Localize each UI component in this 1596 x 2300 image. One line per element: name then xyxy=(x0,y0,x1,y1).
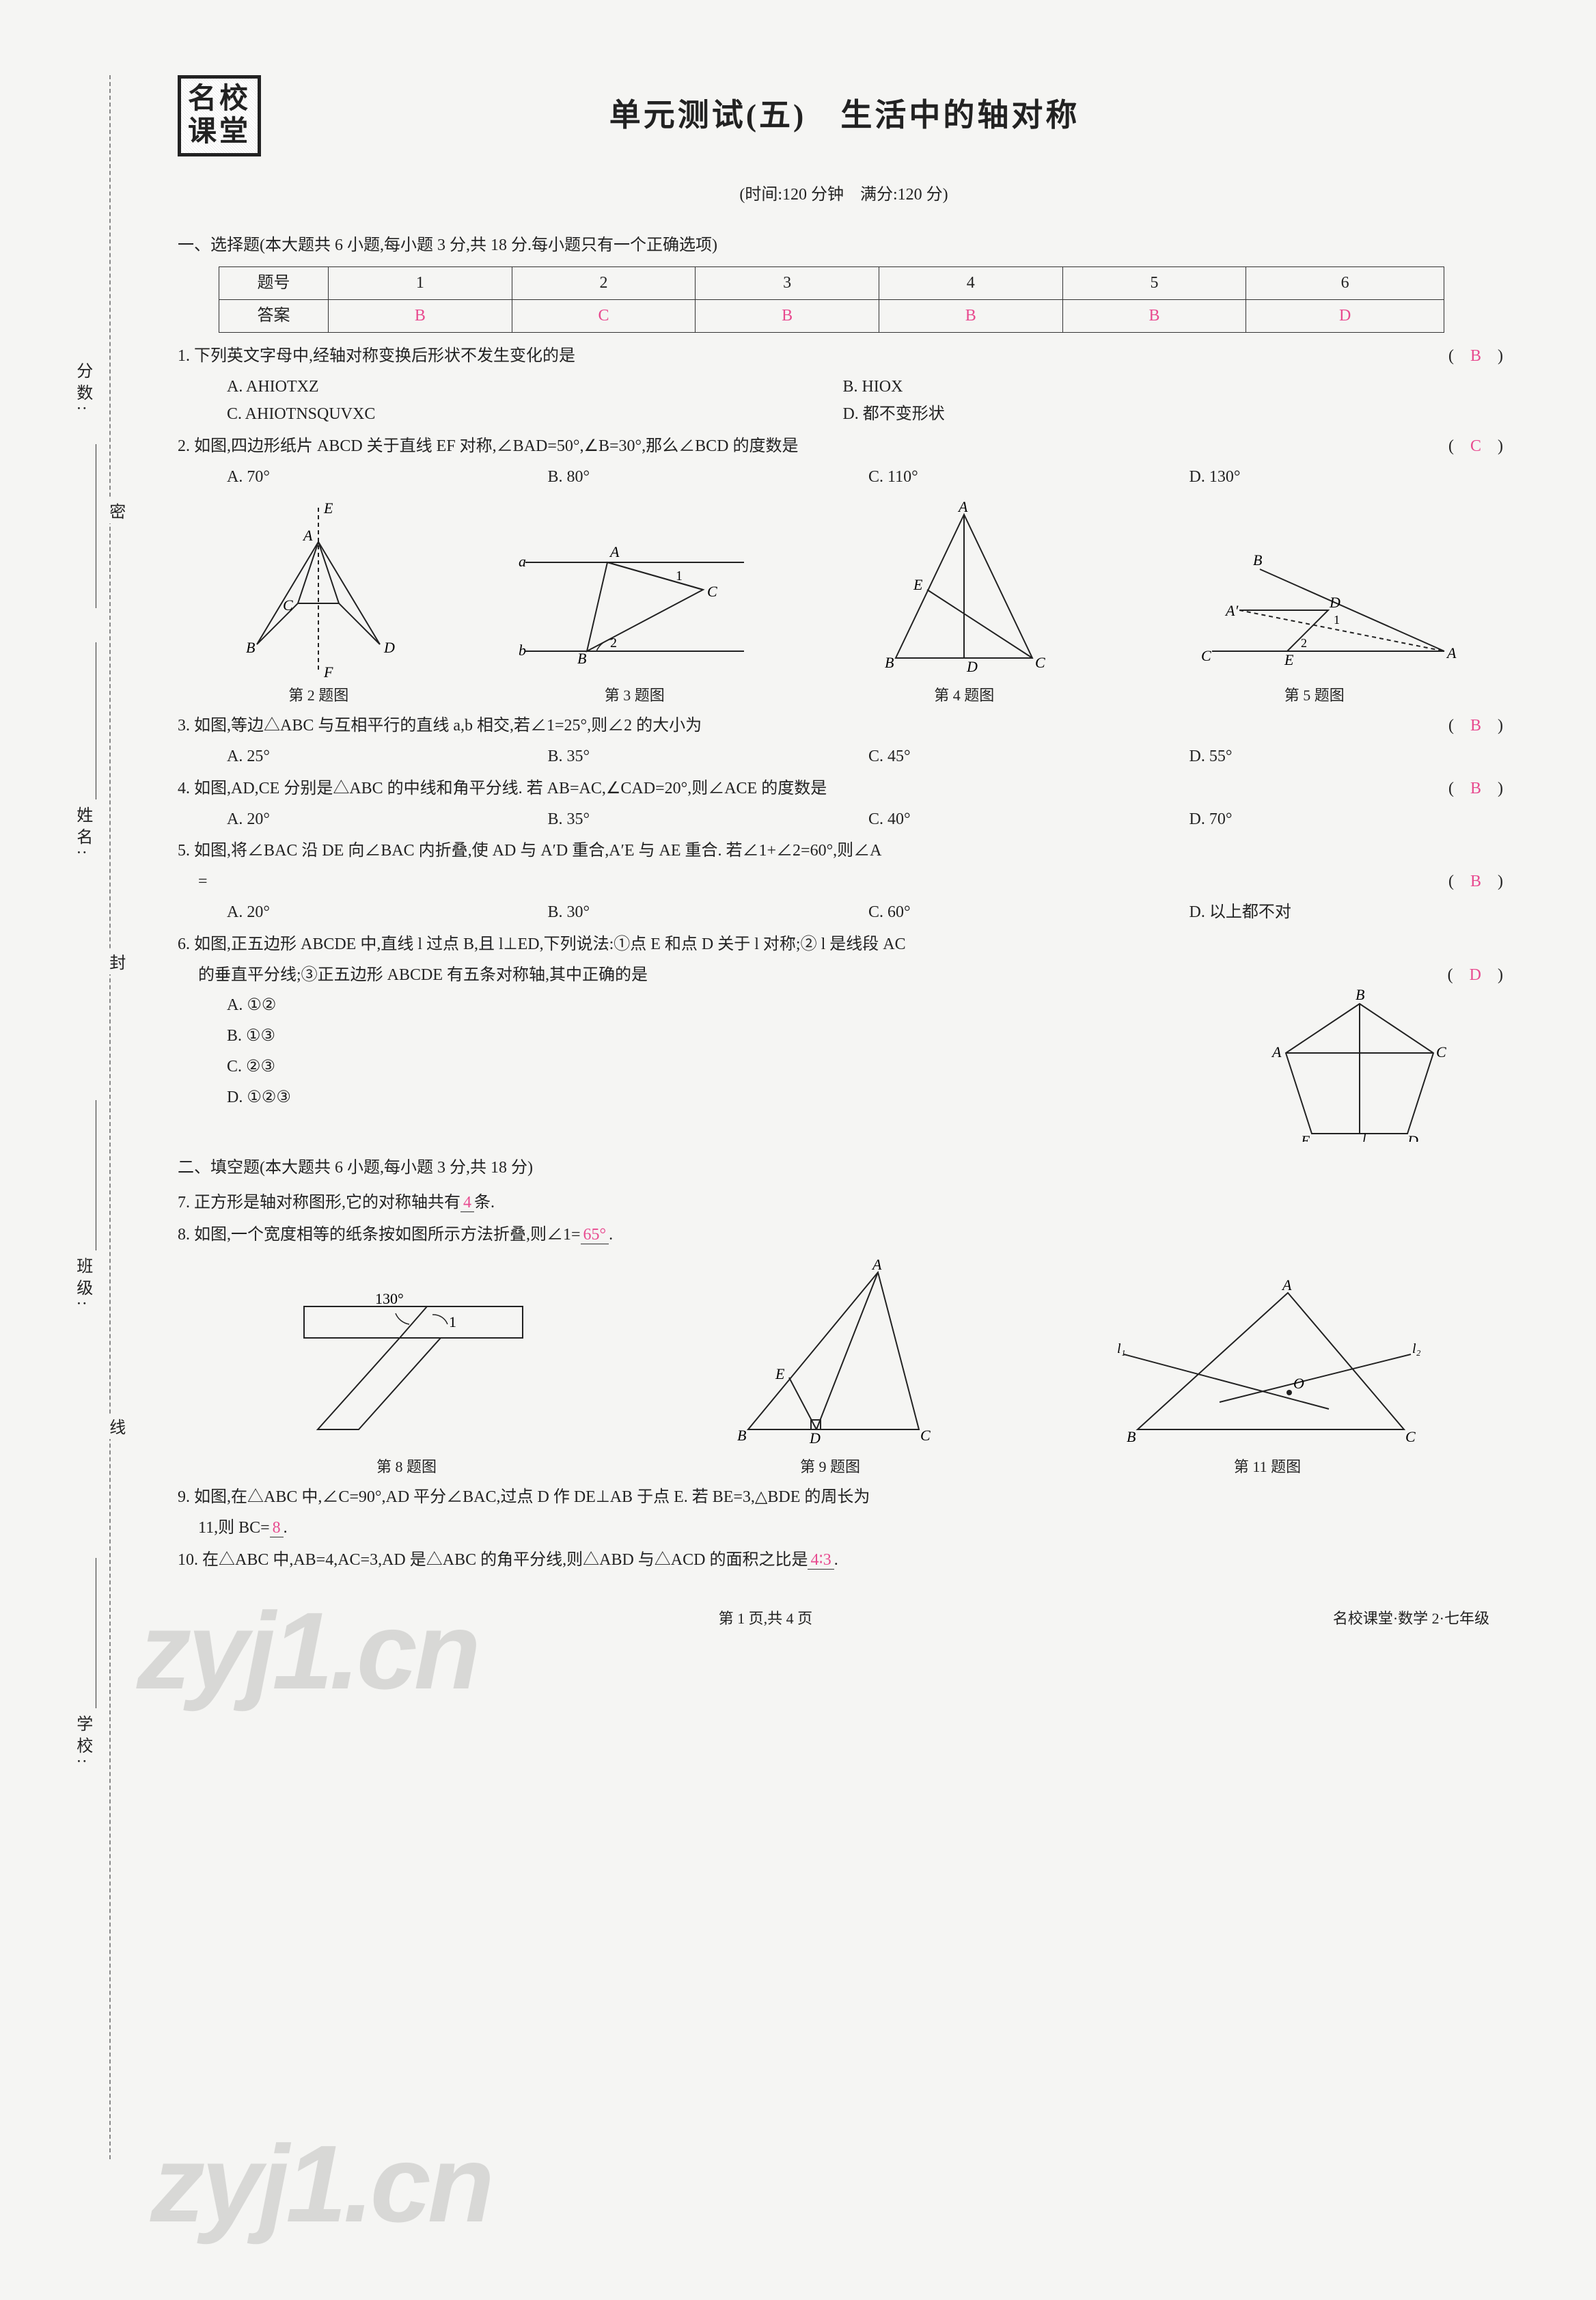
svg-text:1: 1 xyxy=(676,569,683,584)
svg-text:O: O xyxy=(1293,1375,1304,1392)
question-10: 10. 在△ABC 中,AB=4,AC=3,AD 是△ABC 的角平分线,则△A… xyxy=(178,1546,1510,1574)
svg-text:a: a xyxy=(519,553,526,570)
watermark: zyj1.cn xyxy=(150,2091,491,2277)
field-score: 分数: xyxy=(68,362,96,416)
svg-text:1: 1 xyxy=(1334,613,1340,627)
svg-text:130°: 130° xyxy=(375,1290,404,1307)
svg-text:B: B xyxy=(246,639,255,656)
svg-text:1: 1 xyxy=(449,1313,456,1330)
svg-text:C: C xyxy=(1201,647,1211,664)
fig-q6: B A C E D l xyxy=(1264,985,1455,1150)
field-school: 学校: xyxy=(68,1715,96,1769)
fig-q2: E A C B D F xyxy=(230,501,407,679)
binding-char-2: 封 xyxy=(101,950,129,974)
svg-text:F: F xyxy=(323,663,333,679)
q1-optC: C. AHIOTNSQUVXC xyxy=(227,400,842,428)
answer-table: 题号 1 2 3 4 5 6 答案 B C B B B D xyxy=(219,266,1444,333)
q2-optA: A. 70° xyxy=(227,463,548,491)
svg-text:A: A xyxy=(609,543,620,560)
page-footer: 第 1 页,共 4 页 名校课堂·数学 2·七年级 xyxy=(178,1606,1510,1631)
q1-optB: B. HIOX xyxy=(842,373,1458,401)
svg-text:D: D xyxy=(1329,594,1340,611)
svg-text:B: B xyxy=(885,654,894,671)
svg-text:D: D xyxy=(809,1429,821,1447)
question-5: 5. 如图,将∠BAC 沿 DE 向∠BAC 内折叠,使 AD 与 A′D 重合… xyxy=(178,837,1510,865)
q2-optD: D. 130° xyxy=(1189,463,1511,491)
svg-text:B: B xyxy=(1127,1428,1136,1445)
section1-head: 一、选择题(本大题共 6 小题,每小题 3 分,共 18 分.每小题只有一个正确… xyxy=(178,232,1510,260)
svg-text:C: C xyxy=(1405,1428,1416,1445)
svg-text:A: A xyxy=(302,527,313,544)
subtitle: (时间:120 分钟 满分:120 分) xyxy=(178,181,1510,209)
question-7: 7. 正方形是轴对称图形,它的对称轴共有4条. xyxy=(178,1189,1510,1217)
fig-q5: A B C D E A′ 1 2 xyxy=(1171,528,1458,679)
svg-text:A: A xyxy=(957,501,968,515)
svg-text:D: D xyxy=(966,658,978,675)
page-title: 单元测试(五) 生活中的轴对称 xyxy=(302,89,1510,142)
svg-text:E: E xyxy=(775,1365,785,1382)
field-name: 姓名: xyxy=(68,806,96,860)
svg-text:2: 2 xyxy=(610,635,617,651)
svg-text:b: b xyxy=(519,642,526,659)
fig-q4: A B C D E xyxy=(862,501,1067,679)
svg-text:D: D xyxy=(383,639,395,656)
question-8: 8. 如图,一个宽度相等的纸条按如图所示方法折叠,则∠1=65°. xyxy=(178,1221,1510,1249)
question-6: 6. 如图,正五边形 ABCDE 中,直线 l 过点 B,且 l⊥ED,下列说法… xyxy=(178,931,1510,959)
question-9: 9. 如图,在△ABC 中,∠C=90°,AD 平分∠BAC,过点 D 作 DE… xyxy=(178,1483,1510,1511)
q2-optB: B. 80° xyxy=(548,463,869,491)
footer-page: 第 1 页,共 4 页 xyxy=(719,1606,813,1631)
svg-text:l: l xyxy=(1362,1132,1366,1142)
footer-brand: 名校课堂·数学 2·七年级 xyxy=(1333,1606,1489,1631)
svg-text:C: C xyxy=(1035,654,1045,671)
svg-text:C: C xyxy=(920,1427,931,1444)
svg-text:A: A xyxy=(1446,644,1457,661)
svg-text:E: E xyxy=(323,501,333,517)
svg-text:B: B xyxy=(577,650,586,667)
svg-text:E: E xyxy=(1284,651,1294,668)
fig-q9: A B C D E xyxy=(721,1259,939,1450)
svg-text:E: E xyxy=(1300,1132,1310,1142)
table-row: 答案 B C B B B D xyxy=(219,299,1444,332)
figure-row-2: 130° 1 第 8 题图 A B C D E 第 9 题 xyxy=(178,1259,1510,1479)
brand-logo: 名校 课堂 xyxy=(178,75,261,156)
svg-text:l₂: l₂ xyxy=(1412,1341,1421,1356)
svg-text:2: 2 xyxy=(1301,636,1307,650)
svg-text:l₁: l₁ xyxy=(1117,1341,1126,1356)
page-content: 名校 课堂 单元测试(五) 生活中的轴对称 (时间:120 分钟 满分:120 … xyxy=(178,75,1510,1631)
svg-text:A: A xyxy=(871,1259,882,1273)
q1-optD: D. 都不变形状 xyxy=(842,400,1458,428)
svg-text:B: B xyxy=(1356,986,1364,1003)
question-1: 1. 下列英文字母中,经轴对称变换后形状不发生变化的是 ( B ) xyxy=(178,342,1510,370)
svg-text:C: C xyxy=(283,597,293,614)
binding-char-3: 线 xyxy=(101,1414,129,1439)
svg-text:A: A xyxy=(1271,1043,1282,1060)
svg-text:A′: A′ xyxy=(1224,602,1239,619)
svg-text:B: B xyxy=(737,1427,746,1444)
q1-optA: A. AHIOTXZ xyxy=(227,373,842,401)
svg-text:B: B xyxy=(1253,551,1262,569)
fig-q3: a b A B C 1 2 xyxy=(512,521,758,679)
svg-text:E: E xyxy=(913,576,923,593)
fig-q11: A B C O l₁ l₂ xyxy=(1110,1272,1425,1450)
binding-char-1: 密 xyxy=(101,499,129,523)
binding-margin: 密 封 线 分数: 姓名: 班级: 学校: xyxy=(75,75,143,2159)
svg-text:D: D xyxy=(1407,1132,1418,1142)
svg-text:A: A xyxy=(1281,1276,1292,1293)
section2-head: 二、填空题(本大题共 6 小题,每小题 3 分,共 18 分) xyxy=(178,1154,1510,1182)
q2-optC: C. 110° xyxy=(868,463,1189,491)
question-2: 2. 如图,四边形纸片 ABCD 关于直线 EF 对称,∠BAD=50°,∠B=… xyxy=(178,433,1510,461)
field-class: 班级: xyxy=(68,1257,96,1311)
svg-text:C: C xyxy=(707,583,717,600)
question-3: 3. 如图,等边△ABC 与互相平行的直线 a,b 相交,若∠1=25°,则∠2… xyxy=(178,712,1510,740)
question-4: 4. 如图,AD,CE 分别是△ABC 的中线和角平分线. 若 AB=AC,∠C… xyxy=(178,775,1510,803)
fig-q8: 130° 1 xyxy=(263,1272,550,1450)
figure-row-1: E A C B D F 第 2 题图 a b A B C xyxy=(178,501,1510,708)
svg-text:C: C xyxy=(1436,1043,1446,1060)
table-row: 题号 1 2 3 4 5 6 xyxy=(219,267,1444,300)
